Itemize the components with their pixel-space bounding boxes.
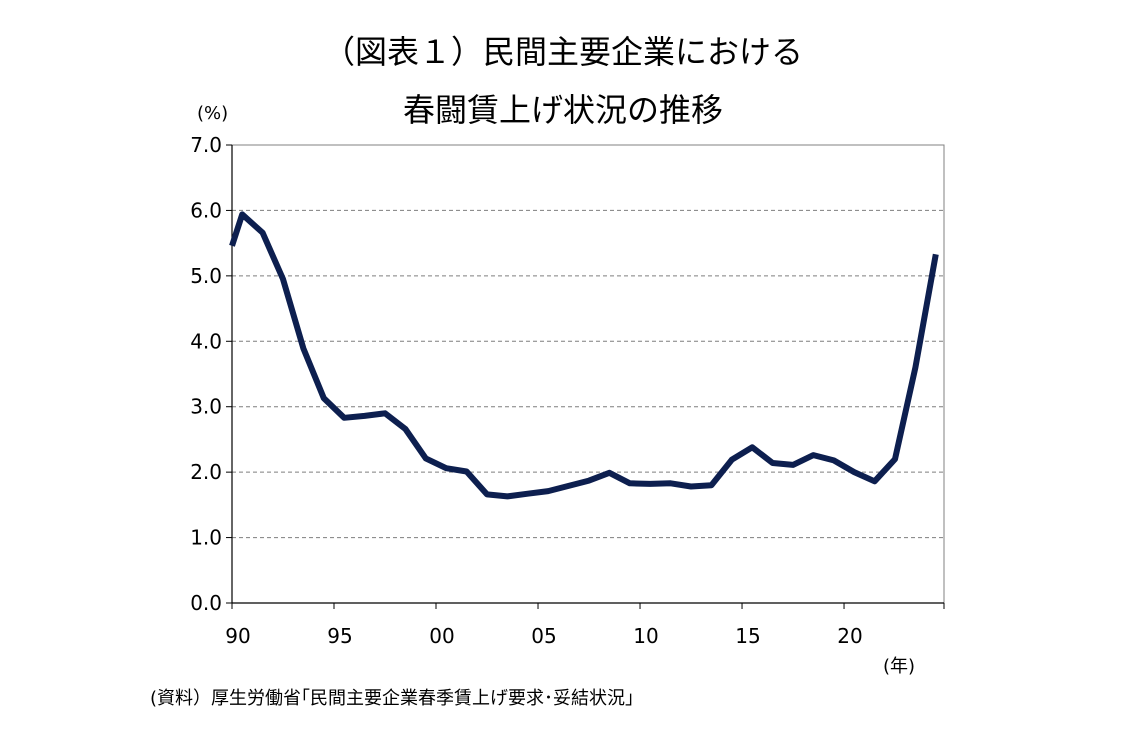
- y-tick-label: 7.0: [190, 133, 222, 157]
- y-tick-label: 1.0: [190, 526, 222, 550]
- y-tick-label: 5.0: [190, 264, 222, 288]
- x-tick-label: 20: [837, 624, 862, 648]
- y-axis-unit-label: (%): [197, 103, 229, 124]
- chart-title: （図表１）民間主要企業における: [322, 33, 803, 71]
- y-tick-label: 4.0: [190, 329, 222, 353]
- x-tick-label: 00: [429, 624, 454, 648]
- axes: [231, 145, 944, 604]
- x-tick-label: 15: [735, 624, 760, 648]
- y-axis-ticks: 0.0 1.0 2.0 3.0 4.0 5.0 6.0 7.0: [190, 133, 232, 615]
- y-tick-label: 6.0: [190, 198, 222, 222]
- plot-area-frame: [231, 144, 945, 604]
- y-tick-label: 3.0: [190, 395, 222, 419]
- y-tick-label: 0.0: [190, 591, 222, 615]
- source-note: (資料）厚生労働省｢民間主要企業春季賃上げ要求･妥結状況｣: [150, 688, 635, 709]
- x-tick-label: 90: [225, 624, 250, 648]
- x-axis-ticks: 90 95 00 05 10 15 20: [225, 603, 945, 648]
- grid-lines: [232, 209, 944, 539]
- chart-subtitle: 春闘賃上げ状況の推移: [402, 91, 723, 129]
- y-tick-label: 2.0: [190, 460, 222, 484]
- x-tick-label: 95: [327, 624, 352, 648]
- x-axis-unit-label: (年): [883, 656, 916, 677]
- series-layer: [229, 211, 939, 500]
- x-tick-label: 10: [633, 624, 658, 648]
- x-tick-label: 05: [531, 624, 556, 648]
- series-line: [229, 211, 939, 500]
